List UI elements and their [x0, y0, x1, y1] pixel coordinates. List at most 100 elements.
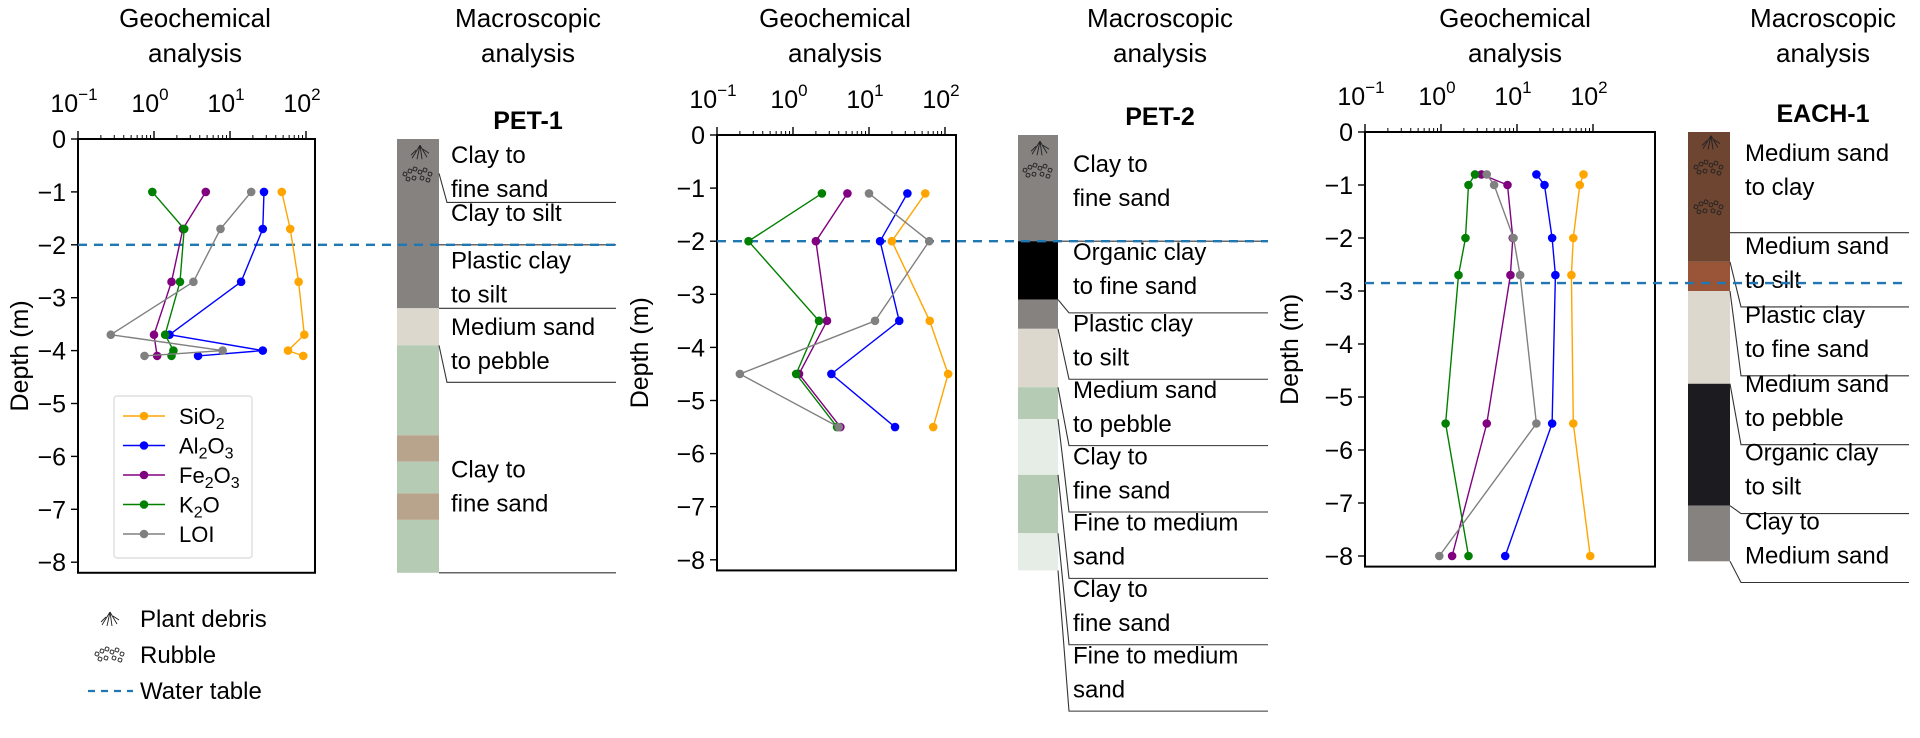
unit-label: Plastic clay	[1745, 302, 1865, 329]
data-point-loi	[864, 189, 874, 198]
rubble-stone	[1031, 171, 1037, 177]
unit-label: fine sand	[451, 491, 548, 518]
data-point-k2o	[1461, 233, 1470, 243]
legend-label-fe2o3: Fe2O3	[179, 463, 240, 492]
data-point-k2o	[1454, 270, 1463, 280]
legend-rubble	[94, 646, 125, 663]
macroscopic-title: analysis	[481, 38, 575, 68]
lithology-layer	[1018, 241, 1058, 300]
unit-label: Medium sand	[451, 314, 595, 341]
unit-label: Fine to medium	[1073, 642, 1238, 669]
lithology-layer	[1018, 533, 1058, 571]
rubble-icon	[94, 646, 125, 663]
x-tick-label: 101	[1494, 78, 1531, 111]
unit-label: fine sand	[1073, 185, 1170, 212]
data-point-al2o3	[258, 346, 268, 355]
geochemical-title: analysis	[148, 38, 242, 68]
rubble-stone	[103, 655, 109, 661]
plant-stroke	[1710, 135, 1714, 150]
data-point-sio2	[1568, 419, 1578, 428]
data-point-fe2o3	[149, 330, 159, 340]
plant-stroke	[109, 611, 118, 625]
plant-stroke	[1031, 141, 1041, 155]
x-tick-label: 101	[207, 85, 244, 118]
y-tick-label: 0	[691, 122, 705, 150]
data-point-loi	[140, 351, 149, 361]
lithology-layer	[397, 139, 439, 309]
data-point-k2o	[791, 369, 801, 379]
legend-label-loi: LOI	[179, 522, 214, 547]
lithology-layer	[1018, 387, 1058, 420]
rubble-stone	[1710, 208, 1716, 214]
data-point-al2o3	[1547, 419, 1557, 428]
rubble-stone	[94, 651, 100, 657]
data-point-loi	[735, 369, 745, 379]
data-point-fe2o3	[201, 187, 211, 197]
data-point-k2o	[148, 187, 157, 197]
rubble-stone	[1703, 159, 1709, 165]
plot-frame	[77, 138, 316, 574]
y-tick-label: −4	[1324, 331, 1353, 359]
rubble-stone	[114, 647, 120, 653]
data-point-k2o	[1464, 551, 1473, 561]
plant-stroke	[1701, 140, 1708, 146]
data-point-al2o3	[1500, 551, 1510, 561]
data-point-loi	[834, 422, 844, 432]
y-tick-label: −4	[676, 334, 705, 362]
rubble-stone	[1702, 208, 1708, 214]
unit-boundary-line	[1057, 570, 1268, 712]
plant-debris-icon	[410, 144, 430, 160]
data-point-fe2o3	[843, 189, 852, 198]
y-tick-label: −5	[37, 391, 66, 419]
plant-debris-icon	[100, 611, 120, 627]
macroscopic-title: Macroscopic	[1750, 3, 1896, 33]
unit-label: Clay to silt	[451, 200, 562, 227]
series-line-loi	[1438, 174, 1538, 557]
rubble-stone	[1716, 210, 1722, 216]
lithology-layer	[397, 493, 439, 520]
geochemical-title: analysis	[788, 38, 882, 68]
y-tick-label: −8	[37, 549, 66, 577]
panel-pet-2: Geochemical analysis Macroscopic analysis PE…	[626, 3, 1268, 712]
rubble-stone	[111, 655, 117, 661]
rubble-stone	[1702, 168, 1708, 174]
rubble-stone	[1718, 164, 1724, 170]
data-point-fe2o3	[152, 351, 162, 361]
plot-frame	[1364, 131, 1656, 568]
series-line-k2o	[1444, 174, 1476, 557]
unit-label: Organic clay	[1745, 440, 1878, 467]
data-point-al2o3	[193, 351, 203, 361]
unit-boundary-line	[1057, 474, 1268, 579]
series-line-fe2o3	[798, 193, 848, 428]
rubble-stone	[1708, 202, 1714, 208]
lithology-layer	[397, 519, 439, 573]
data-point-fe2o3	[167, 277, 176, 287]
data-point-sio2	[928, 422, 938, 432]
rubble-stone	[1045, 173, 1051, 179]
unit-label: to pebble	[1745, 405, 1844, 432]
data-point-loi	[218, 346, 227, 355]
x-tick-label: 100	[1418, 78, 1455, 111]
rubble-stone	[1047, 167, 1053, 173]
lithology-layer	[1688, 505, 1730, 562]
symbol-legend: Plant debris Rubble Water table	[88, 606, 267, 705]
plant-stroke	[419, 145, 423, 160]
y-tick-label: −5	[676, 388, 705, 416]
rubble-stone	[405, 176, 411, 182]
series-line-al2o3	[167, 191, 265, 357]
data-point-loi	[216, 224, 225, 234]
rubble-stone	[1042, 163, 1048, 169]
legend-swatch-marker	[139, 441, 149, 450]
plant-stroke	[106, 611, 111, 627]
legend-water-table-label: Water table	[140, 678, 262, 705]
rubble-stone	[1693, 164, 1699, 170]
rubble-stone	[1710, 168, 1716, 174]
data-point-k2o	[814, 316, 824, 326]
y-tick-label: 0	[52, 126, 66, 154]
rubble-stone	[1703, 199, 1709, 205]
rubble-stone	[427, 171, 433, 177]
rubble-stone	[422, 167, 428, 173]
macroscopic-title: analysis	[1113, 38, 1207, 68]
data-point-sio2	[943, 369, 953, 379]
well-name: PET-2	[1125, 103, 1194, 131]
